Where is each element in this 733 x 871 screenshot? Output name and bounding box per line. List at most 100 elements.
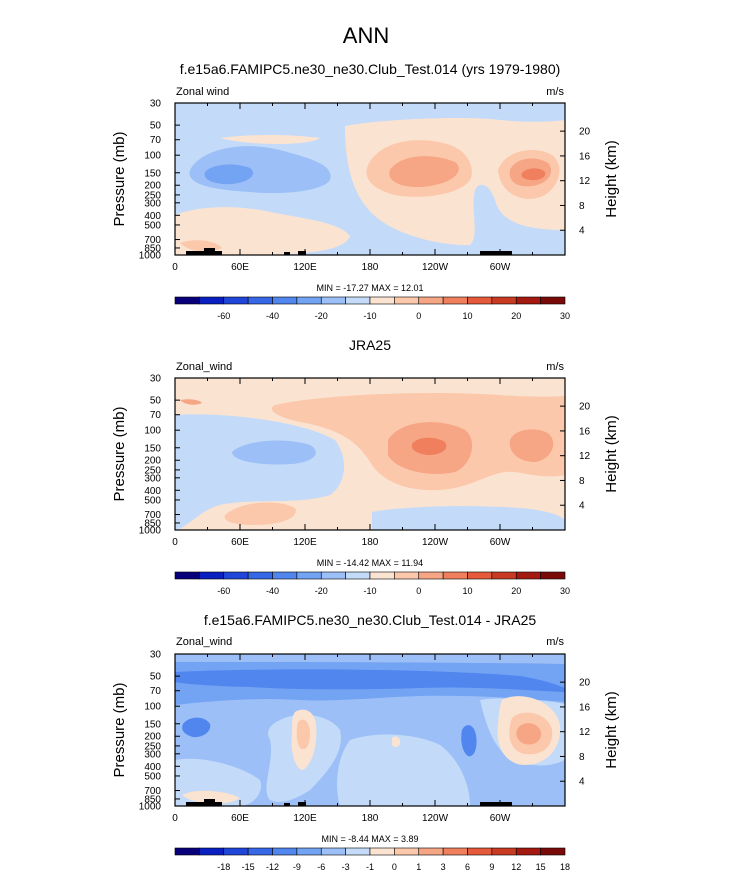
height-tick-label: 4 [579,226,585,237]
colorbar-label: -40 [266,586,279,596]
colorbar-swatch [272,296,298,305]
colorbar-swatch [345,571,371,580]
y-axis-label: Pressure (mb) [111,131,128,226]
height-tick-label: 12 [579,451,591,462]
height-tick-label: 16 [579,426,591,437]
colorbar-swatch [467,296,493,305]
x-tick-label: 120E [293,813,317,824]
colorbar-swatch [369,571,395,580]
height-tick-label: 16 [579,702,591,713]
x-tick-label: 120W [422,262,449,273]
colorbar-label: 15 [536,862,546,871]
y-tick-label: 700 [144,510,161,521]
colorbar-label: 12 [511,862,521,871]
contour-2-jet [175,669,565,692]
contour-0-low2 [220,135,320,144]
x-tick-label: 60W [490,537,511,548]
contour-2-pos1c [392,736,401,747]
colorbar-swatch [174,847,200,856]
colorbar-label: 20 [511,311,521,321]
colorbar-swatch [540,571,566,580]
topography [186,799,512,806]
colorbar-swatch [394,296,420,305]
colorbar-label: -9 [293,862,301,871]
height-tick-label: 8 [579,752,585,763]
colorbar-swatch [369,847,395,856]
x-tick-label: 180 [362,537,379,548]
y-tick-label: 700 [144,235,161,246]
height-tick-label: 12 [579,727,591,738]
colorbar-swatch [199,296,225,305]
contour-0-neg10 [204,164,254,185]
contour-1-pos10b [509,429,554,462]
y-tick-label: 1000 [139,802,162,813]
y-tick-label: 300 [144,749,161,760]
y-axis-label: Pressure (mb) [111,682,128,777]
x-tick-label: 60W [490,262,511,273]
colorbar-label: 30 [560,311,570,321]
height-tick-label: 16 [579,151,591,162]
y-tick-label: 400 [144,211,161,222]
contour-1-neg2 [372,506,565,530]
height-tick-label: 12 [579,176,591,187]
colorbar-swatch [540,847,566,856]
y-tick-label: 30 [150,374,162,385]
y-tick-label: 150 [144,168,161,179]
y-tick-label: 150 [144,443,161,454]
y-tick-label: 200 [144,456,161,467]
contour-2-low [182,790,240,804]
y-tick-label: 30 [150,99,162,110]
colorbar-label: -20 [315,311,328,321]
y-tick-label: 200 [144,181,161,192]
colorbar-swatch [515,571,541,580]
y-axis-label-right: Height (km) [603,140,620,218]
colorbar-label: 1 [416,862,421,871]
colorbar-swatch [320,847,346,856]
left-label: Zonal_wind [176,361,232,373]
colorbar-swatch [442,847,468,856]
colorbar: -60 -40 -20 -10 0 10 20 30 [174,571,570,596]
y-tick-label: 70 [150,135,162,146]
x-tick-label: 120W [422,813,449,824]
colorbar-swatch [320,296,346,305]
y-tick-label: 200 [144,732,161,743]
colorbar-label: 0 [392,862,397,871]
y-tick-label: 400 [144,486,161,497]
left-label: Zonal_wind [176,636,232,648]
colorbar: -60 -40 -20 -10 0 10 20 30 [174,296,570,321]
colorbar-label: 20 [511,586,521,596]
colorbar-label: -1 [366,862,374,871]
y-tick-label: 30 [150,650,162,661]
colorbar-swatch [369,296,395,305]
colorbar-swatch [418,571,444,580]
right-label: m/s [546,636,564,648]
x-tick-label: 0 [172,813,178,824]
colorbar-swatch [467,571,493,580]
colorbar-swatch [418,296,444,305]
colorbar: -18 -15 -12 -9 -6 -3 -1 0 1 3 6 9 12 15 18 [174,847,570,871]
height-tick-label: 20 [579,127,591,138]
y-tick-label: 400 [144,762,161,773]
y-tick-label: 300 [144,198,161,209]
contour-0-20 [521,168,546,181]
contour-1-low [224,502,296,525]
y-axis-label: Pressure (mb) [111,406,128,501]
x-tick-label: 0 [172,262,178,273]
colorbar-swatch [174,571,200,580]
x-tick-label: 120E [293,537,317,548]
y-tick-label: 500 [144,495,161,506]
height-tick-label: 4 [579,777,585,788]
colorbar-swatch [199,847,225,856]
colorbar-swatch [345,296,371,305]
panel-model: f.e15a6.FAMIPC5.ne30_ne30.Club_Test.014 … [111,61,620,321]
y-tick-label: 850 [144,518,161,529]
colorbar-swatch [272,571,298,580]
height-tick-label: 8 [579,476,585,487]
colorbar-label: 10 [462,311,472,321]
colorbar-swatch [442,296,468,305]
x-tick-label: 180 [362,813,379,824]
y-tick-label: 150 [144,719,161,730]
colorbar-swatch [320,571,346,580]
right-label: m/s [546,86,564,98]
